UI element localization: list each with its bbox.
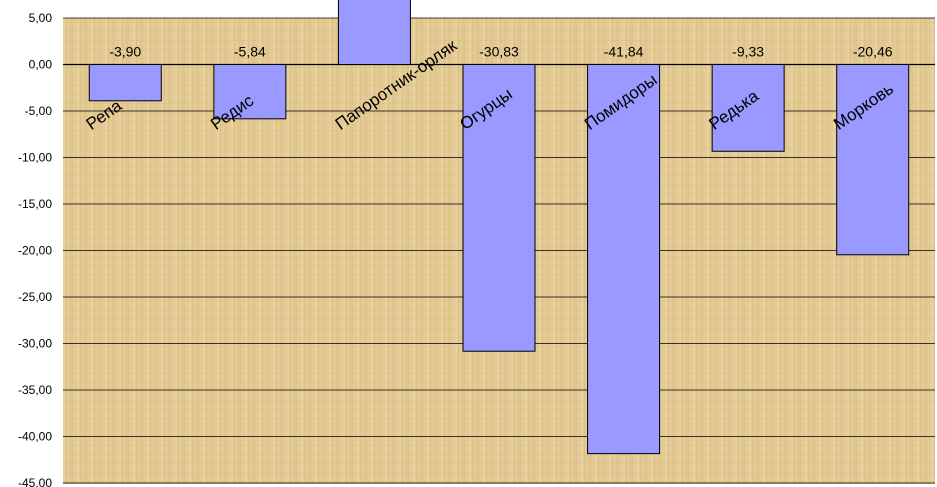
y-tick-label: -35,00 [18,383,52,397]
bar [462,64,536,352]
bar [337,0,411,65]
bar [711,64,785,152]
y-tick-label: -25,00 [18,290,52,304]
data-label: -5,84 [234,44,266,60]
y-tick-label: -30,00 [18,337,52,351]
data-label: -3,90 [109,44,141,60]
y-tick-label: -45,00 [18,476,52,487]
y-tick-label: 5,00 [29,11,53,25]
y-tick-label: -5,00 [25,104,53,118]
bar [836,64,910,256]
value-labels: -3,90-5,8421,59-30,83-41,84-9,33-20,46 [109,44,893,60]
data-label: -41,84 [604,44,644,60]
y-tick-label: 0,00 [29,58,53,72]
bar [587,64,661,455]
bar [88,64,162,102]
y-tick-label: -10,00 [18,151,52,165]
bars [88,0,910,455]
data-label: -20,46 [853,44,893,60]
y-axis-tick-labels: 5,00 0,00 -5,00 -10,00 -15,00 -20,00 -25,00 -30… [18,11,52,487]
y-tick-label: -15,00 [18,197,52,211]
y-tick-label: -20,00 [18,244,52,258]
data-label: -30,83 [479,44,519,60]
data-label: -9,33 [732,44,764,60]
bar [213,64,287,120]
y-tick-label: -40,00 [18,430,52,444]
